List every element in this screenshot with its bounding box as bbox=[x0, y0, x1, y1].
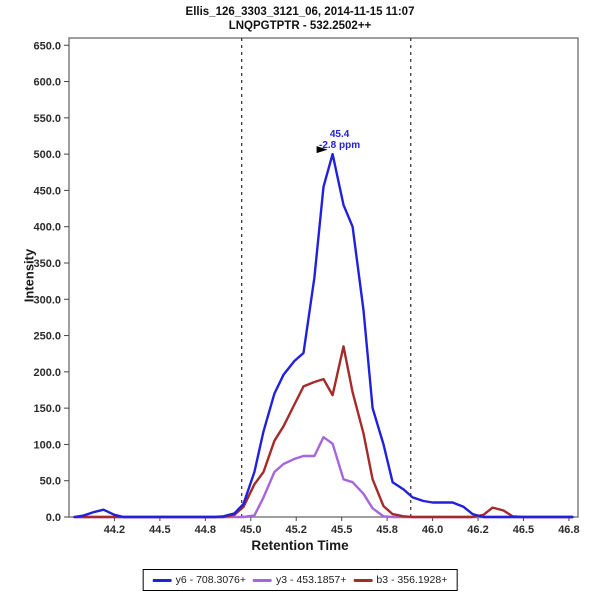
peak-annotation-line: -2.8 ppm bbox=[319, 140, 360, 151]
y-tick-label: 350.0 bbox=[33, 258, 61, 270]
x-tick-label: 45.8 bbox=[376, 524, 397, 536]
y-tick-label: 50.0 bbox=[40, 476, 61, 488]
x-tick-label: 46.8 bbox=[558, 524, 579, 536]
y-tick-label: 150.0 bbox=[33, 403, 61, 415]
y-tick-label: 400.0 bbox=[33, 222, 61, 234]
legend-item-b3: b3 - 356.1928+ bbox=[353, 574, 447, 586]
legend-item-y6: y6 - 708.3076+ bbox=[152, 574, 247, 586]
legend-item-y3: y3 - 453.1857+ bbox=[253, 574, 346, 586]
peak-annotation-line: 45.4 bbox=[330, 129, 350, 140]
legend-label-b3: b3 - 356.1928+ bbox=[376, 574, 448, 586]
y-tick-label: 450.0 bbox=[33, 185, 61, 197]
y-axis-label: Intensity bbox=[21, 248, 37, 303]
x-axis-label: Retention Time bbox=[251, 538, 349, 553]
series-line-y3 bbox=[73, 436, 574, 519]
x-tick-label: 44.2 bbox=[104, 524, 125, 536]
series-line-y6 bbox=[73, 152, 574, 519]
x-tick-label: 44.5 bbox=[149, 524, 170, 536]
y-tick-label: 100.0 bbox=[33, 439, 61, 451]
plot-border bbox=[68, 37, 579, 518]
y3-line-swatch-icon bbox=[253, 578, 273, 582]
x-tick-label: 45.5 bbox=[331, 524, 352, 536]
b3-line-swatch-icon bbox=[353, 578, 373, 582]
chromatogram-plot[interactable]: 44.2 44.5 44.8 45.0 45.2 45.5 45.8 46.0 46.2 46.5… bbox=[0, 0, 600, 562]
chart-title-block: Ellis_126_3303_3121_06, 2014-11-15 11:07… bbox=[0, 5, 600, 33]
series-line-b3 bbox=[73, 345, 574, 519]
y-tick-label: 200.0 bbox=[33, 367, 61, 379]
x-tick-label: 46.5 bbox=[513, 524, 534, 536]
x-tick-label: 46.2 bbox=[467, 524, 488, 536]
y-tick-label: 0.0 bbox=[46, 512, 61, 524]
legend: y6 - 708.3076+ y3 - 453.1857+ b3 - 356.1… bbox=[142, 569, 458, 591]
x-tick-label: 46.0 bbox=[422, 524, 443, 536]
peak-apex-arrow-icon bbox=[316, 146, 328, 154]
legend-label-y6: y6 - 708.3076+ bbox=[175, 574, 247, 586]
x-tick-label: 45.0 bbox=[240, 524, 261, 536]
x-tick-label: 45.2 bbox=[286, 524, 307, 536]
y-tick-label: 600.0 bbox=[33, 77, 61, 89]
legend-label-y3: y3 - 453.1857+ bbox=[276, 574, 347, 586]
chart-subtitle: LNQPGTPTR - 532.2502++ bbox=[228, 20, 372, 32]
y-tick-label: 250.0 bbox=[33, 331, 61, 343]
y-tick-label: 650.0 bbox=[33, 40, 61, 52]
x-tick-label: 44.8 bbox=[195, 524, 216, 536]
y-tick-label: 550.0 bbox=[33, 113, 61, 125]
chart-title: Ellis_126_3303_3121_06, 2014-11-15 11:07 bbox=[185, 6, 415, 18]
y6-line-swatch-icon bbox=[152, 578, 172, 582]
y-tick-label: 300.0 bbox=[33, 294, 61, 306]
y-tick-label: 500.0 bbox=[33, 149, 61, 161]
